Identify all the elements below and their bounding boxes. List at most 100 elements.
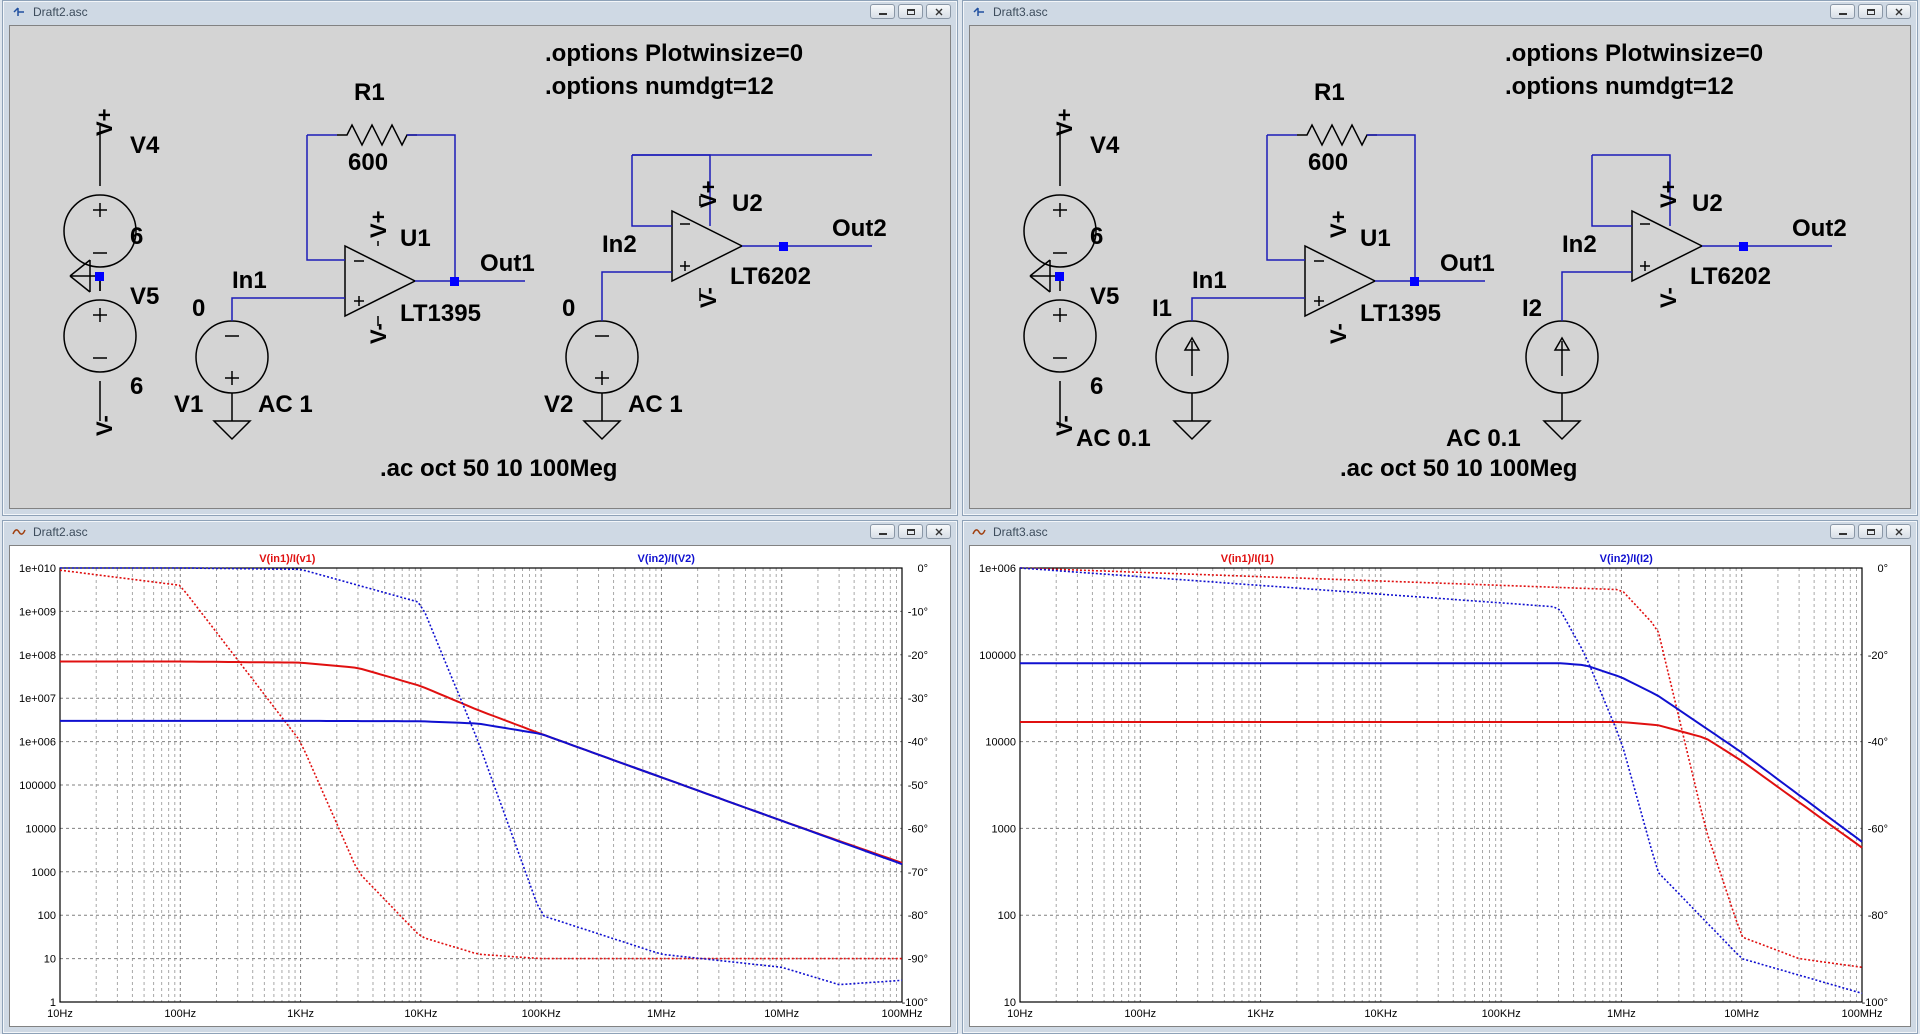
in1-label: In1: [1192, 267, 1227, 294]
schematic-window-draft2[interactable]: Draft2.asc: [2, 0, 958, 516]
legend-red: V(in1)/I(I1): [1221, 553, 1275, 565]
u1-label: U1: [1360, 225, 1391, 252]
minimize-button[interactable]: [1830, 524, 1855, 539]
schematic-canvas[interactable]: .options Plotwinsize=0 .options numdgt=1…: [969, 25, 1911, 509]
magnitude-trace-red: [1020, 721, 1863, 849]
x-tick-label: 1MHz: [1607, 1008, 1636, 1020]
maximize-button[interactable]: [898, 4, 923, 19]
y-tick-label: 1: [50, 997, 56, 1009]
y2-tick-label: -100°: [1862, 997, 1888, 1009]
y-tick-label: 100: [998, 910, 1016, 922]
minimize-button[interactable]: [870, 524, 895, 539]
schematic-drawing: .options Plotwinsize=0 .options numdgt=1…: [63, 40, 887, 482]
close-button[interactable]: [1886, 524, 1911, 539]
y-tick-label: 10: [44, 954, 56, 966]
x-tick-label: 10Hz: [1007, 1008, 1033, 1020]
schematic-window-draft3[interactable]: Draft3.asc: [962, 0, 1918, 516]
v2-label: V2: [544, 391, 573, 418]
plot-window-draft3[interactable]: Draft3.asc 10Hz 100Hz 1KHz 10KHz 100KHz 1MHz 1…: [962, 520, 1918, 1034]
close-button[interactable]: [1886, 4, 1911, 19]
y2-tick-label: 0°: [1877, 563, 1888, 575]
y2-tick-label: -60°: [908, 823, 928, 835]
v5-value: 6: [130, 373, 143, 400]
y-tick-label: 100: [38, 910, 56, 922]
y2-tick-label: -60°: [1868, 823, 1888, 835]
u2-vplus-label: V+: [696, 180, 721, 208]
in2-label: In2: [1562, 231, 1597, 258]
x-tick-label: 10Hz: [47, 1008, 73, 1020]
x-tick-label: 100KHz: [522, 1008, 561, 1020]
v4-label: V4: [1090, 132, 1120, 159]
y-tick-label: 1e+010: [19, 563, 56, 575]
in2-label: In2: [602, 231, 637, 258]
u2-model: LT6202: [1690, 263, 1771, 290]
r1-value: 600: [348, 149, 388, 176]
out2-label: Out2: [1792, 215, 1847, 242]
y2-tick-label: -30°: [908, 693, 928, 705]
schematic-canvas[interactable]: .options Plotwinsize=0 .options numdgt=1…: [9, 25, 951, 509]
titlebar[interactable]: Draft3.asc: [963, 1, 1917, 23]
waveform-icon: [971, 524, 987, 540]
v2-dc: 0: [562, 295, 575, 322]
close-button[interactable]: [926, 4, 951, 19]
u2-vplus-label: V+: [1656, 180, 1681, 208]
minimize-button[interactable]: [870, 4, 895, 19]
v1-ac: AC 1: [258, 391, 313, 418]
v5-value: 6: [1090, 373, 1103, 400]
x-tick-label: 100MHz: [882, 1008, 923, 1020]
v4-label: V4: [130, 132, 160, 159]
titlebar[interactable]: Draft2.asc: [3, 1, 957, 23]
v4-value: 6: [130, 223, 143, 250]
schematic-icon: [11, 4, 27, 20]
bode-plot-2[interactable]: 10Hz 100Hz 1KHz 10KHz 100KHz 1MHz 10MHz 100MHz 1…: [970, 546, 1911, 1027]
y-tick-label: 1e+008: [19, 650, 56, 662]
u1-vplus-label: V+: [366, 210, 391, 238]
y2-tick-label: -20°: [908, 650, 928, 662]
y-tick-label: 1e+009: [19, 606, 56, 618]
maximize-button[interactable]: [898, 524, 923, 539]
v1-dc: 0: [192, 295, 205, 322]
u2-label: U2: [732, 190, 763, 217]
titlebar[interactable]: Draft2.asc: [3, 521, 957, 543]
titlebar[interactable]: Draft3.asc: [963, 521, 1917, 543]
x-tick-label: 10KHz: [404, 1008, 437, 1020]
x-tick-label: 1KHz: [1247, 1008, 1274, 1020]
y2-tick-label: -70°: [908, 867, 928, 879]
minimize-button[interactable]: [1830, 4, 1855, 19]
y-tick-label: 100000: [979, 650, 1016, 662]
plot-window-draft2[interactable]: Draft2.asc 10Hz 100Hz 1KHz 10KHz 100KHz 1MHz 1…: [2, 520, 958, 1034]
window-title: Draft2.asc: [33, 5, 88, 19]
i1-ac: AC 0.1: [1076, 425, 1151, 452]
y-tick-label: 1000: [992, 823, 1016, 835]
x-tick-label: 10KHz: [1364, 1008, 1397, 1020]
y-tick-label: 1e+007: [19, 693, 56, 705]
plot-frame: [59, 567, 903, 1003]
x-tick-label: 1KHz: [287, 1008, 314, 1020]
maximize-button[interactable]: [1858, 4, 1883, 19]
legend-blue: V(in2)/I(V2): [638, 553, 696, 565]
in1-label: In1: [232, 267, 267, 294]
y-tick-label: 1e+006: [19, 737, 56, 749]
y2-tick-label: -80°: [1868, 910, 1888, 922]
options-directive-1: .options Plotwinsize=0: [545, 40, 803, 67]
options-directive-2: .options numdgt=12: [1505, 73, 1734, 100]
schematic-icon: [971, 4, 987, 20]
close-button[interactable]: [926, 524, 951, 539]
plot-pane[interactable]: 10Hz 100Hz 1KHz 10KHz 100KHz 1MHz 10MHz 100MHz 1…: [9, 545, 951, 1027]
x-tick-label: 10MHz: [764, 1008, 799, 1020]
phase-trace-blue: [60, 567, 903, 986]
plot-pane[interactable]: 10Hz 100Hz 1KHz 10KHz 100KHz 1MHz 10MHz 100MHz 1…: [969, 545, 1911, 1027]
out1-label: Out1: [1440, 250, 1495, 277]
phase-trace-blue: [1019, 567, 1863, 995]
u1-vplus-label: V+: [1326, 210, 1351, 238]
maximize-button[interactable]: [1858, 524, 1883, 539]
v4-value: 6: [1090, 223, 1103, 250]
x-tick-label: 100Hz: [1124, 1008, 1156, 1020]
r1-label: R1: [354, 79, 385, 106]
y-tick-label: 10000: [25, 823, 56, 835]
y-tick-label: 1e+006: [979, 563, 1016, 575]
options-directive-2: .options numdgt=12: [545, 73, 774, 100]
ac-directive: .ac oct 50 10 100Meg: [380, 455, 617, 482]
bode-plot-1[interactable]: 10Hz 100Hz 1KHz 10KHz 100KHz 1MHz 10MHz 100MHz 1…: [10, 546, 951, 1027]
legend-blue: V(in2)/I(I2): [1600, 553, 1654, 565]
